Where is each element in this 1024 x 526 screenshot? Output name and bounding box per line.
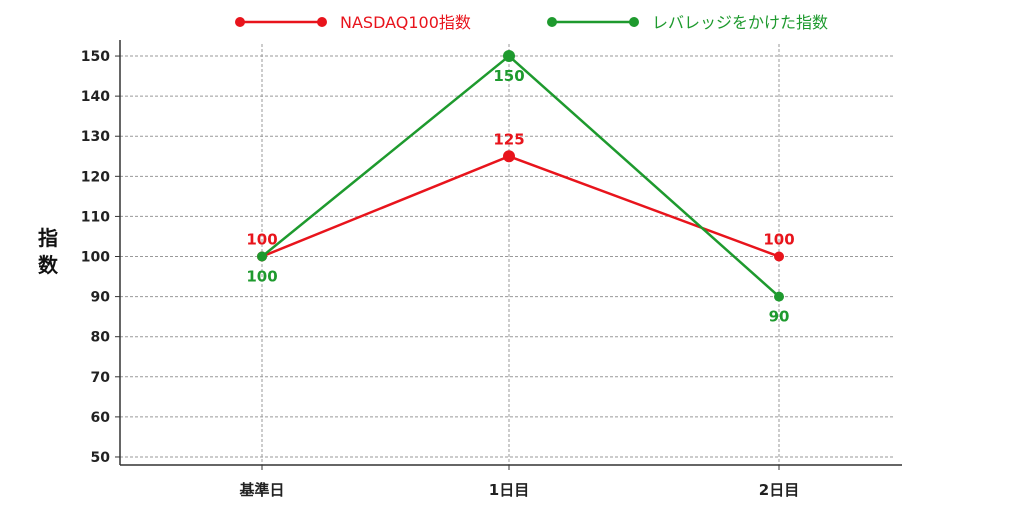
series-line xyxy=(261,155,780,258)
data-point xyxy=(503,50,515,63)
x-tick-label: 2日目 xyxy=(759,481,799,499)
y-axis-title-char-2: 数 xyxy=(38,253,59,277)
legend-item-1: NASDAQ100指数 xyxy=(235,13,471,32)
y-tick-label: 60 xyxy=(91,410,111,426)
y-tick-label: 100 xyxy=(81,250,110,266)
legend-marker xyxy=(235,17,245,27)
data-point xyxy=(774,251,784,262)
x-axis-ticks: 基準日 1日目 2日目 xyxy=(238,465,799,499)
data-label: 100 xyxy=(246,268,277,286)
legend-marker xyxy=(547,17,557,27)
data-label: 90 xyxy=(769,308,790,326)
y-tick-label: 120 xyxy=(81,169,110,185)
data-label: 125 xyxy=(493,130,524,148)
legend-label: NASDAQ100指数 xyxy=(340,13,471,32)
legend: NASDAQ100指数 レバレッジをかけた指数 xyxy=(235,13,828,32)
y-tick-label: 50 xyxy=(91,450,111,466)
series-1: 100 125 100 xyxy=(246,130,795,262)
data-point xyxy=(257,251,267,262)
data-label: 100 xyxy=(246,231,277,249)
y-axis-title: 指 数 xyxy=(38,226,59,277)
y-tick-label: 150 xyxy=(81,49,110,65)
legend-marker xyxy=(317,17,327,27)
y-tick-label: 140 xyxy=(81,89,110,105)
axes xyxy=(119,40,902,466)
series-group: 100 125 100 100 150 90 xyxy=(246,50,795,326)
data-point xyxy=(774,291,784,302)
y-tick-label: 130 xyxy=(81,129,110,145)
y-tick-label: 70 xyxy=(91,370,111,386)
data-label: 100 xyxy=(763,231,794,249)
y-tick-label: 80 xyxy=(91,330,111,346)
x-tick-label: 1日目 xyxy=(489,481,529,499)
y-axis-title-char-1: 指 xyxy=(38,226,58,250)
x-tick-label: 基準日 xyxy=(238,481,284,499)
y-axis-ticks: 50 60 70 80 90 100 110 120 130 140 150 xyxy=(81,49,120,466)
legend-item-2: レバレッジをかけた指数 xyxy=(547,13,828,32)
legend-marker xyxy=(629,17,639,27)
y-tick-label: 90 xyxy=(91,290,111,306)
legend-label: レバレッジをかけた指数 xyxy=(652,13,828,32)
series-2: 100 150 90 xyxy=(246,50,789,326)
data-label: 150 xyxy=(493,67,524,85)
data-point xyxy=(503,150,515,163)
gridlines xyxy=(120,44,895,465)
y-tick-label: 110 xyxy=(81,209,110,225)
